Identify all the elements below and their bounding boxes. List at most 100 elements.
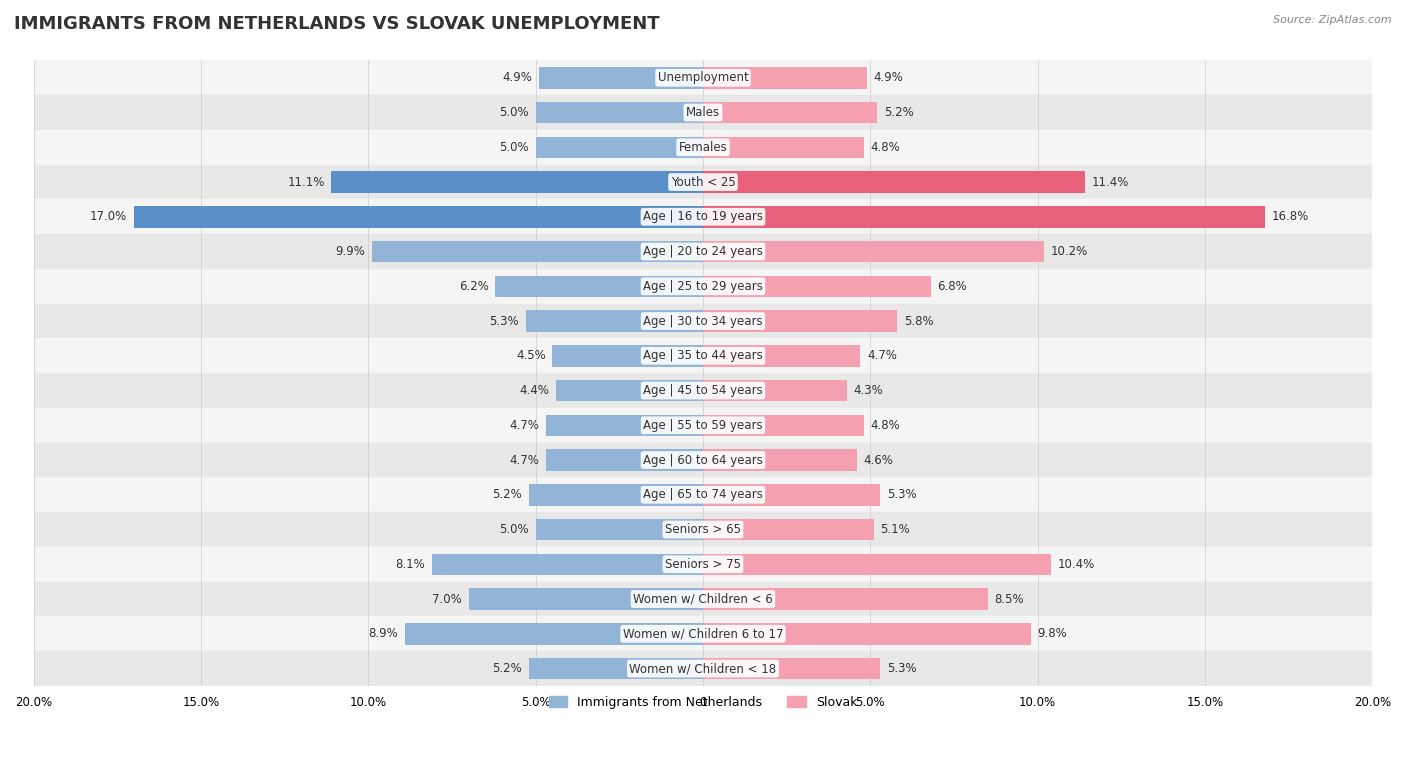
Bar <box>546 415 703 436</box>
Bar <box>34 269 1372 304</box>
Bar <box>703 310 897 332</box>
Legend: Immigrants from Netherlands, Slovak: Immigrants from Netherlands, Slovak <box>544 691 862 714</box>
Bar <box>703 519 873 540</box>
Bar <box>703 380 846 401</box>
Text: 11.4%: 11.4% <box>1091 176 1129 188</box>
Bar <box>34 651 1372 686</box>
Text: 10.4%: 10.4% <box>1057 558 1095 571</box>
Text: Women w/ Children < 6: Women w/ Children < 6 <box>633 593 773 606</box>
Text: Males: Males <box>686 106 720 119</box>
Bar <box>34 199 1372 234</box>
Bar <box>34 408 1372 443</box>
Text: 6.8%: 6.8% <box>938 280 967 293</box>
Bar <box>34 616 1372 651</box>
Bar <box>495 276 703 297</box>
Text: 8.5%: 8.5% <box>994 593 1024 606</box>
Text: 5.3%: 5.3% <box>887 488 917 501</box>
Bar <box>536 101 703 123</box>
Bar <box>538 67 703 89</box>
Bar <box>468 588 703 610</box>
Text: 5.2%: 5.2% <box>884 106 914 119</box>
Text: Youth < 25: Youth < 25 <box>671 176 735 188</box>
Bar <box>703 658 880 679</box>
Bar <box>703 276 931 297</box>
Text: Age | 65 to 74 years: Age | 65 to 74 years <box>643 488 763 501</box>
Bar <box>703 241 1045 263</box>
Bar <box>34 443 1372 478</box>
Text: 17.0%: 17.0% <box>90 210 128 223</box>
Bar <box>405 623 703 644</box>
Text: 5.1%: 5.1% <box>880 523 910 536</box>
Text: 8.9%: 8.9% <box>368 628 398 640</box>
Bar <box>703 588 987 610</box>
Bar <box>34 512 1372 547</box>
Bar <box>703 449 858 471</box>
Bar <box>332 171 703 193</box>
Text: 4.6%: 4.6% <box>863 453 894 466</box>
Text: 4.7%: 4.7% <box>509 453 538 466</box>
Bar <box>703 345 860 366</box>
Bar <box>555 380 703 401</box>
Bar <box>34 373 1372 408</box>
Bar <box>546 449 703 471</box>
Bar <box>703 623 1031 644</box>
Bar <box>703 553 1052 575</box>
Bar <box>703 484 880 506</box>
Text: 11.1%: 11.1% <box>287 176 325 188</box>
Bar <box>432 553 703 575</box>
Text: Age | 60 to 64 years: Age | 60 to 64 years <box>643 453 763 466</box>
Bar <box>34 581 1372 616</box>
Text: 4.8%: 4.8% <box>870 141 900 154</box>
Bar <box>34 234 1372 269</box>
Bar <box>703 171 1084 193</box>
Text: IMMIGRANTS FROM NETHERLANDS VS SLOVAK UNEMPLOYMENT: IMMIGRANTS FROM NETHERLANDS VS SLOVAK UN… <box>14 15 659 33</box>
Bar <box>703 136 863 158</box>
Text: 4.8%: 4.8% <box>870 419 900 431</box>
Text: 5.2%: 5.2% <box>492 488 522 501</box>
Bar <box>34 304 1372 338</box>
Bar <box>529 484 703 506</box>
Bar <box>703 415 863 436</box>
Text: 8.1%: 8.1% <box>395 558 425 571</box>
Text: 5.2%: 5.2% <box>492 662 522 675</box>
Text: 5.0%: 5.0% <box>499 141 529 154</box>
Text: Females: Females <box>679 141 727 154</box>
Bar <box>526 310 703 332</box>
Bar <box>703 206 1265 228</box>
Text: Seniors > 75: Seniors > 75 <box>665 558 741 571</box>
Text: 16.8%: 16.8% <box>1272 210 1309 223</box>
Text: Women w/ Children 6 to 17: Women w/ Children 6 to 17 <box>623 628 783 640</box>
Text: 4.7%: 4.7% <box>868 349 897 363</box>
Text: 9.9%: 9.9% <box>335 245 366 258</box>
Bar <box>34 478 1372 512</box>
Text: Age | 16 to 19 years: Age | 16 to 19 years <box>643 210 763 223</box>
Text: 5.0%: 5.0% <box>499 106 529 119</box>
Text: Unemployment: Unemployment <box>658 71 748 84</box>
Text: 4.5%: 4.5% <box>516 349 546 363</box>
Text: 5.8%: 5.8% <box>904 315 934 328</box>
Bar <box>703 101 877 123</box>
Bar <box>371 241 703 263</box>
Text: Age | 30 to 34 years: Age | 30 to 34 years <box>643 315 763 328</box>
Bar <box>536 136 703 158</box>
Text: 4.9%: 4.9% <box>873 71 904 84</box>
Bar <box>703 67 868 89</box>
Bar <box>134 206 703 228</box>
Text: 9.8%: 9.8% <box>1038 628 1067 640</box>
Text: Source: ZipAtlas.com: Source: ZipAtlas.com <box>1274 15 1392 25</box>
Bar <box>553 345 703 366</box>
Text: 4.9%: 4.9% <box>502 71 533 84</box>
Text: Seniors > 65: Seniors > 65 <box>665 523 741 536</box>
Bar <box>34 338 1372 373</box>
Text: Age | 45 to 54 years: Age | 45 to 54 years <box>643 384 763 397</box>
Bar <box>34 547 1372 581</box>
Bar <box>536 519 703 540</box>
Text: 4.4%: 4.4% <box>519 384 548 397</box>
Text: 7.0%: 7.0% <box>432 593 463 606</box>
Text: 5.3%: 5.3% <box>489 315 519 328</box>
Bar <box>34 130 1372 165</box>
Text: Age | 55 to 59 years: Age | 55 to 59 years <box>643 419 763 431</box>
Text: 10.2%: 10.2% <box>1052 245 1088 258</box>
Text: 4.7%: 4.7% <box>509 419 538 431</box>
Text: Age | 20 to 24 years: Age | 20 to 24 years <box>643 245 763 258</box>
